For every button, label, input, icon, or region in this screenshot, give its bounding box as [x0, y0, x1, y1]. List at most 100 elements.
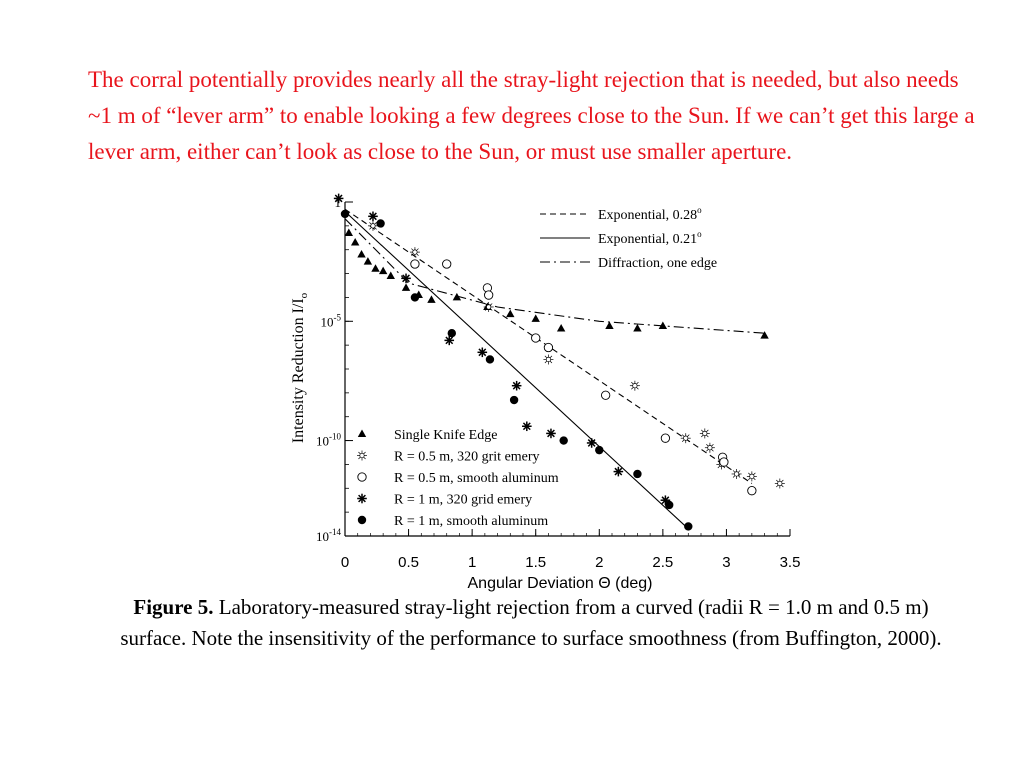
- marker-center: [683, 435, 689, 441]
- marker-center: [370, 223, 376, 229]
- marker-stroke: [369, 212, 377, 221]
- x-axis-label: Angular Deviation Θ (deg): [468, 575, 653, 592]
- data-point-triangle: [556, 323, 566, 332]
- markers-legend: Single Knife Edge R = 0.5 m, 320 grit eme…: [357, 428, 559, 529]
- legend-series-label: R = 1 m, smooth aluminum: [394, 514, 548, 529]
- data-point-asterisk: [746, 471, 757, 482]
- data-point-dot: [509, 395, 519, 405]
- legend-line-label-sup: o: [697, 205, 702, 215]
- data-point-circle: [543, 342, 554, 353]
- y-tick-label-exp: -5: [334, 312, 342, 322]
- marker-stroke: [478, 348, 487, 357]
- data-point-triangle: [357, 249, 366, 258]
- caption-lead: Figure 5.: [133, 595, 214, 619]
- data-point-dot: [684, 522, 693, 531]
- data-point-dot: [633, 469, 642, 479]
- data-point-dot: [485, 355, 495, 364]
- legend-marker-dot: [357, 515, 367, 525]
- y-axis-label: Intensity Reduction I/Io: [290, 292, 310, 443]
- data-point-triangle: [605, 321, 614, 330]
- data-point-dot: [340, 209, 350, 219]
- data-point-dot: [665, 500, 674, 510]
- data-point-asterisk: [680, 433, 691, 444]
- data-point-triangle: [344, 228, 354, 237]
- data-point-asterisk: [367, 220, 378, 231]
- data-point-circle: [600, 390, 611, 400]
- data-point-asterisk: [629, 380, 640, 391]
- marker-center: [702, 430, 708, 436]
- data-point-triangle: [633, 323, 642, 332]
- data-point-asterisk: [704, 442, 715, 453]
- data-point-star: [522, 421, 532, 432]
- x-tick-label: 3.5: [780, 554, 801, 571]
- data-point-star: [333, 193, 344, 204]
- marker-stroke: [661, 496, 670, 505]
- marker-center: [749, 473, 755, 479]
- marker-stroke: [614, 467, 623, 476]
- data-point-dot: [595, 445, 604, 455]
- x-tick-label: 2.5: [652, 554, 673, 571]
- marker-stroke: [334, 194, 343, 203]
- marker-stroke: [547, 429, 555, 438]
- marker-stroke: [587, 439, 596, 447]
- legend-marker-star: [357, 493, 367, 504]
- data-point-asterisk: [409, 247, 420, 258]
- data-point-star: [444, 335, 455, 346]
- y-axis-label-sub: o: [298, 292, 310, 298]
- marker-center: [734, 471, 740, 477]
- x-tick-label: 0: [341, 554, 349, 571]
- y-tick-label: 10-5: [321, 312, 342, 329]
- data-point-triangle: [363, 257, 373, 265]
- fit-line-dashdot: [344, 218, 765, 334]
- data-point-asterisk: [774, 478, 785, 489]
- y-tick-label: 10-14: [316, 527, 341, 544]
- marker-stroke: [358, 494, 366, 503]
- chart-points: [333, 193, 785, 531]
- x-tick-label: 2: [595, 554, 603, 571]
- data-point-triangle: [371, 264, 380, 272]
- legend-line-label-sup: o: [697, 229, 702, 239]
- y-tick-label-base: 10: [316, 529, 329, 544]
- data-point-star: [546, 428, 556, 439]
- data-point-circle: [442, 259, 452, 269]
- y-tick-label-base: 10: [321, 314, 334, 329]
- data-point-triangle: [506, 309, 515, 318]
- y-tick-label: 1: [335, 195, 342, 210]
- data-point-circle: [410, 259, 420, 269]
- marker-center: [707, 445, 713, 451]
- data-point-circle: [719, 457, 729, 467]
- legend-line-label: Exponential, 0.28o: [598, 205, 702, 223]
- marker-center: [412, 249, 418, 255]
- x-tick-label: 0.5: [398, 554, 419, 571]
- data-point-triangle: [452, 292, 462, 301]
- data-point-star: [401, 273, 411, 284]
- legend-series-label: R = 0.5 m, 320 grit emery: [394, 450, 540, 465]
- data-point-triangle: [760, 331, 769, 339]
- data-point-asterisk: [483, 301, 494, 312]
- marker-stroke: [512, 381, 521, 390]
- data-point-triangle: [386, 271, 395, 279]
- marker-center: [777, 480, 783, 487]
- marker-stroke: [402, 274, 410, 283]
- marker-center: [486, 304, 492, 310]
- marker-center: [359, 452, 365, 459]
- data-point-star: [477, 347, 488, 358]
- legend-line-label-text: Exponential, 0.28: [598, 208, 697, 223]
- caption-text: Laboratory-measured stray-light rejectio…: [120, 595, 942, 650]
- data-point-circle: [660, 433, 671, 443]
- figure-caption: Figure 5. Laboratory-measured stray-ligh…: [120, 592, 942, 654]
- y-tick-label-exp: -10: [329, 432, 341, 442]
- data-point-circle: [747, 486, 757, 496]
- data-point-circle: [531, 333, 541, 343]
- legend-line-label: Exponential, 0.21o: [598, 229, 702, 247]
- y-tick-label-exp: -14: [329, 527, 341, 537]
- legend-line-label-text: Exponential, 0.21: [598, 232, 697, 247]
- legend-marker-triangle: [357, 429, 367, 437]
- data-point-star: [368, 211, 378, 222]
- marker-center: [545, 356, 551, 363]
- fit-line-solid: [344, 211, 689, 530]
- y-axis-label-main: Intensity Reduction I/I: [290, 298, 307, 443]
- data-point-asterisk: [731, 468, 742, 479]
- data-point-star: [586, 438, 597, 448]
